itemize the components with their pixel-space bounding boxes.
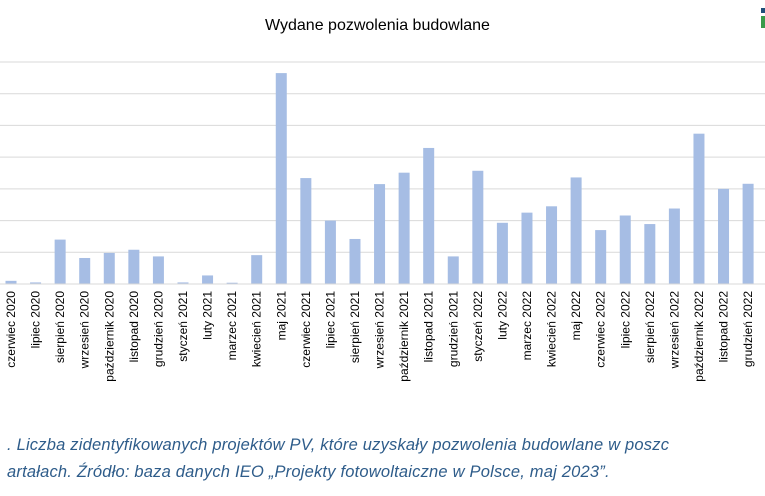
- logo-icon: [760, 8, 765, 28]
- bar: [595, 230, 607, 284]
- bar: [398, 172, 410, 284]
- x-tick-label: maj 2022: [569, 291, 583, 341]
- x-tick-label: sierpień 2022: [643, 291, 657, 363]
- x-tick-label: luty 2021: [201, 291, 215, 340]
- x-tick-label: maj 2021: [274, 291, 288, 341]
- x-tick-label: grudzień 2020: [151, 291, 165, 367]
- x-tick-label: marzec 2021: [225, 291, 239, 361]
- x-tick-label: wrzesień 2021: [373, 291, 387, 370]
- bar: [103, 252, 115, 284]
- bar: [251, 255, 263, 284]
- bar: [546, 206, 558, 284]
- x-tick-label: lipiec 2020: [29, 291, 43, 349]
- bar: [570, 177, 582, 284]
- x-tick-label: grudzień 2021: [446, 291, 460, 367]
- x-tick-label: grudzień 2022: [741, 291, 755, 367]
- bar: [202, 275, 214, 284]
- bar: [742, 183, 754, 284]
- bar: [644, 224, 656, 284]
- x-tick-label: czerwiec 2022: [594, 291, 608, 368]
- bar: [30, 282, 42, 284]
- bar: [447, 256, 459, 284]
- bar: [668, 208, 680, 284]
- gridlines: [0, 61, 765, 253]
- x-tick-label: listopad 2022: [717, 291, 731, 363]
- x-tick-label: sierpień 2020: [53, 291, 67, 363]
- x-tick-label: listopad 2020: [127, 291, 141, 363]
- bar: [521, 212, 533, 284]
- bar: [619, 215, 631, 284]
- x-tick-label: wrzesień 2022: [667, 291, 681, 370]
- bar: [54, 239, 66, 284]
- x-tick-label: październik 2020: [102, 291, 116, 382]
- bar: [79, 257, 91, 284]
- x-tick-label: czerwiec 2021: [299, 291, 313, 368]
- bars: [5, 73, 754, 284]
- x-tick-label: lipiec 2022: [618, 291, 632, 349]
- bar: [324, 220, 336, 284]
- bar: [152, 256, 164, 284]
- bar: [5, 280, 17, 284]
- x-tick-label: marzec 2022: [520, 291, 534, 361]
- bar: [177, 282, 189, 284]
- x-tick-label: październik 2021: [397, 291, 411, 382]
- x-tick-label: luty 2022: [495, 291, 509, 340]
- bar: [349, 238, 361, 284]
- bar: [128, 249, 140, 284]
- bar: [718, 188, 730, 284]
- chart-title: Wydane pozwolenia budowlane: [265, 17, 490, 34]
- x-tick-label: kwiecień 2022: [545, 291, 559, 367]
- x-tick-label: styczeń 2022: [471, 291, 485, 362]
- x-tick-label: czerwiec 2020: [4, 291, 18, 368]
- caption-line-2: artałach. Źródło: baza danych IEO „Proje…: [7, 463, 610, 481]
- x-tick-label: październik 2022: [692, 291, 706, 382]
- x-tick-labels: czerwiec 2020 lipiec 2020 sierpień 2020 wrz…: [4, 291, 755, 382]
- figure-caption: . Liczba zidentyfikowanych projektów PV,…: [7, 432, 765, 486]
- x-tick-label: kwiecień 2021: [250, 291, 264, 367]
- x-tick-label: sierpień 2021: [348, 291, 362, 363]
- x-tick-label: styczeń 2021: [176, 291, 190, 362]
- caption-line-1: . Liczba zidentyfikowanych projektów PV,…: [7, 436, 670, 454]
- x-tick-label: listopad 2021: [422, 291, 436, 363]
- bar: [374, 184, 386, 284]
- x-tick-label: wrzesień 2020: [78, 291, 92, 370]
- bar-chart: czerwiec 2020 lipiec 2020 sierpień 2020 wrz…: [0, 61, 765, 382]
- bar: [275, 73, 287, 284]
- bar: [472, 170, 484, 284]
- bar: [226, 282, 238, 284]
- bar: [423, 147, 435, 284]
- x-tick-label: lipiec 2021: [323, 291, 337, 349]
- bar: [300, 178, 312, 284]
- bar: [496, 222, 508, 284]
- bar: [693, 133, 705, 284]
